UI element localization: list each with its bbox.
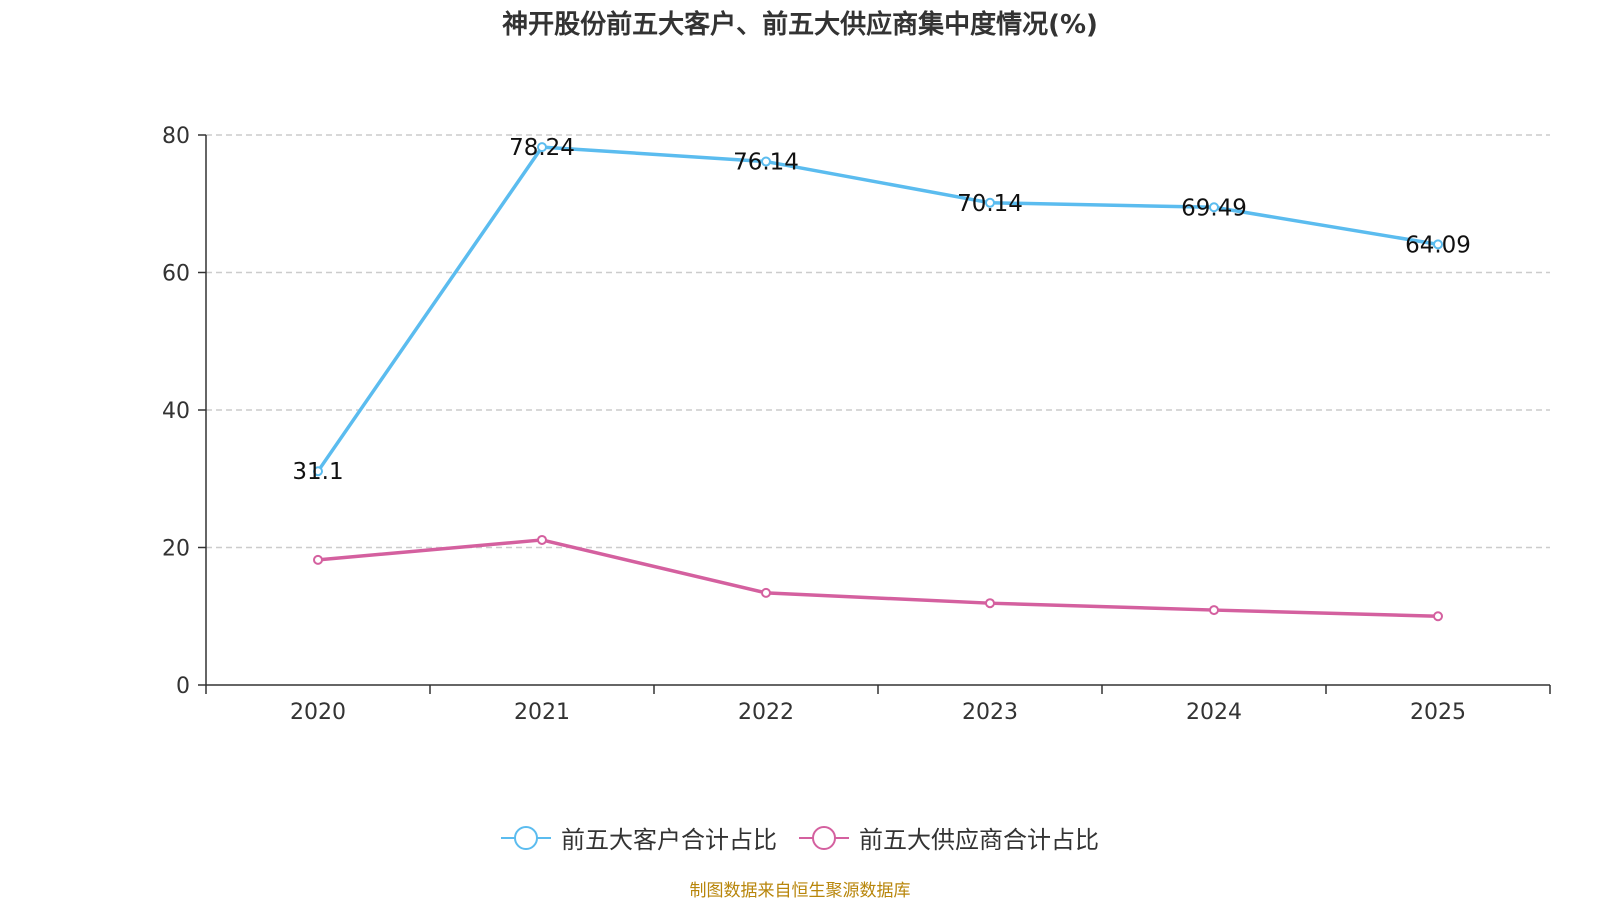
data-point-1-2025 (1433, 611, 1443, 622)
data-label-0-2023: 70.14 (957, 191, 1023, 217)
data-point-1-2022 (761, 587, 771, 598)
legend-item-suppliers[interactable]: 前五大供应商合计占比 (799, 820, 1099, 855)
x-tick-label-2024: 2024 (1186, 700, 1242, 725)
series-line-0 (316, 145, 1439, 473)
x-tick-label-2020: 2020 (290, 700, 346, 725)
data-point-0-2022 (761, 156, 771, 167)
data-point-1-2023 (985, 598, 995, 609)
data-point-0-2023 (985, 197, 995, 208)
legend-marker-customers-icon (501, 825, 551, 850)
data-point-0-2024 (1209, 202, 1219, 213)
data-label-0-2025: 64.09 (1405, 232, 1471, 258)
chart-title: 神开股份前五大客户、前五大供应商集中度情况(%) (502, 10, 1098, 40)
data-point-0-2021 (537, 142, 547, 153)
legend-marker-suppliers-icon (799, 825, 849, 850)
data-label-0-2021: 78.24 (509, 135, 575, 161)
data-point-0-2020 (313, 466, 323, 477)
y-tick-label-40: 40 (162, 399, 190, 424)
legend: 前五大客户合计占比 前五大供应商合计占比 (0, 820, 1600, 855)
data-point-0-2025 (1433, 239, 1443, 250)
x-tick-label-2023: 2023 (962, 700, 1018, 725)
y-tick-label-20: 20 (162, 537, 190, 562)
data-point-1-2021 (537, 534, 547, 545)
data-label-0-2022: 76.14 (733, 150, 799, 176)
y-tick-label-60: 60 (162, 262, 190, 287)
data-label-0-2024: 69.49 (1181, 195, 1247, 221)
y-tick-label-80: 80 (162, 124, 190, 149)
data-label-0-2020: 31.1 (292, 459, 343, 485)
legend-label-suppliers: 前五大供应商合计占比 (859, 826, 1099, 854)
data-point-1-2020 (313, 554, 323, 565)
legend-label-customers: 前五大客户合计占比 (561, 826, 777, 854)
data-point-1-2024 (1209, 605, 1219, 616)
source-note: 制图数据来自恒生聚源数据库 (689, 881, 911, 901)
y-tick-label-0: 0 (176, 674, 190, 699)
x-tick-label-2021: 2021 (514, 700, 570, 725)
x-tick-label-2025: 2025 (1410, 700, 1466, 725)
series-line-1 (317, 538, 1439, 618)
x-tick-label-2022: 2022 (738, 700, 794, 725)
legend-item-customers[interactable]: 前五大客户合计占比 (501, 820, 777, 855)
